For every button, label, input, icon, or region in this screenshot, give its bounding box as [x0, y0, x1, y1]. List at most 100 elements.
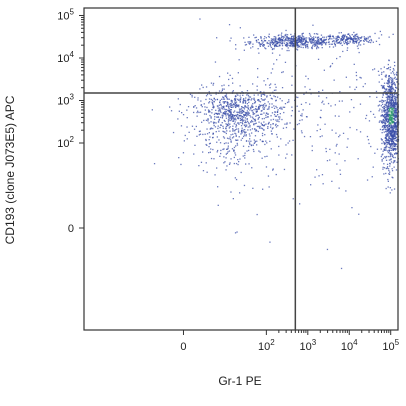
data-point	[233, 162, 235, 165]
data-point	[387, 80, 389, 82]
data-point	[278, 116, 280, 118]
data-point	[332, 46, 335, 48]
data-point	[383, 148, 385, 151]
data-point	[247, 126, 249, 128]
data-point	[280, 40, 282, 42]
data-point	[318, 95, 320, 97]
data-point	[291, 38, 293, 41]
data-point	[393, 135, 395, 137]
data-point	[286, 49, 288, 52]
data-point	[391, 121, 393, 123]
data-point	[391, 141, 393, 143]
data-point	[247, 98, 249, 101]
data-point	[314, 41, 316, 44]
data-point	[395, 128, 397, 130]
data-point	[248, 101, 250, 103]
data-point	[346, 47, 349, 49]
data-point	[393, 124, 395, 126]
data-point	[251, 98, 253, 100]
data-point	[274, 124, 277, 126]
data-point	[213, 124, 215, 127]
data-point	[219, 108, 221, 111]
data-point	[396, 112, 398, 114]
data-point	[394, 90, 396, 92]
data-point	[386, 118, 388, 120]
data-point	[316, 43, 318, 45]
data-point	[233, 150, 235, 152]
data-point	[338, 32, 340, 34]
data-point	[349, 34, 351, 37]
data-point	[342, 34, 345, 37]
data-point	[317, 58, 320, 60]
data-point	[300, 103, 303, 105]
data-point	[256, 109, 258, 111]
data-point	[302, 40, 305, 42]
data-point	[315, 43, 317, 45]
data-point	[388, 169, 390, 172]
data-point	[286, 122, 288, 124]
data-point	[281, 100, 283, 102]
data-point	[277, 119, 279, 121]
data-point	[228, 114, 230, 116]
data-point	[223, 84, 225, 86]
data-point	[311, 39, 313, 42]
data-point	[355, 38, 358, 40]
data-point	[235, 119, 237, 121]
data-point	[335, 41, 338, 43]
data-point	[226, 123, 228, 126]
data-point	[205, 139, 207, 142]
data-point	[211, 112, 213, 114]
data-point	[200, 104, 203, 106]
data-point	[240, 110, 242, 112]
data-point	[385, 145, 387, 147]
data-point	[254, 130, 257, 132]
data-point	[384, 142, 386, 144]
data-point	[237, 114, 239, 116]
data-point	[257, 118, 259, 120]
data-point	[394, 108, 396, 110]
data-point	[319, 128, 321, 130]
data-point	[242, 100, 244, 103]
data-point	[251, 116, 254, 118]
data-point	[387, 96, 389, 98]
data-point	[234, 114, 236, 116]
data-point	[236, 231, 238, 233]
data-point	[370, 145, 372, 148]
data-point	[392, 129, 395, 131]
data-point	[370, 110, 372, 113]
data-point	[253, 139, 255, 141]
data-point	[260, 37, 262, 39]
data-point	[387, 104, 390, 106]
data-point	[266, 116, 269, 118]
data-point	[244, 124, 246, 126]
data-point	[196, 135, 198, 137]
data-point	[257, 76, 259, 78]
data-point	[236, 128, 238, 130]
data-point	[234, 118, 236, 120]
data-point	[262, 108, 264, 110]
data-point	[319, 41, 321, 44]
data-point	[394, 127, 396, 129]
data-point	[387, 142, 390, 144]
data-point	[374, 152, 376, 154]
data-point	[208, 111, 210, 113]
data-point	[293, 35, 295, 37]
data-point	[395, 112, 397, 114]
data-point	[247, 95, 250, 97]
data-point	[387, 101, 389, 103]
data-point	[224, 113, 226, 115]
data-point	[381, 132, 383, 134]
data-point	[392, 95, 394, 97]
data-point	[291, 154, 293, 156]
data-point	[378, 121, 380, 123]
data-point	[270, 46, 273, 49]
data-point	[234, 98, 236, 100]
data-point	[275, 126, 278, 128]
data-point	[301, 113, 303, 115]
data-point	[335, 132, 337, 134]
data-point	[279, 41, 282, 44]
data-point	[269, 140, 271, 142]
data-point	[383, 121, 385, 123]
data-point	[382, 122, 384, 124]
data-point	[313, 33, 316, 35]
